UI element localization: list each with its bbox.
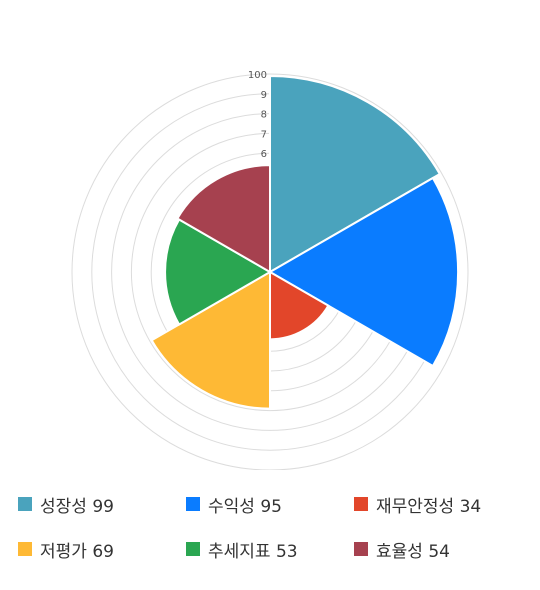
r-tick-label: 7 — [261, 129, 267, 140]
sector-undervalued[interactable] — [150, 270, 271, 410]
chart-legend: 성장성 99 수익성 95 재무안정성 34 저평가 69 추세지표 53 효율… — [0, 480, 540, 590]
polar-chart: 100 9 8 7 6 — [71, 70, 469, 470]
legend-label-stability: 재무안정성 34 — [376, 496, 482, 517]
legend-swatch-stability — [354, 497, 368, 511]
legend-swatch-profitability — [186, 497, 200, 511]
grid-ring — [71, 73, 469, 470]
legend-item-undervalued[interactable]: 저평가 69 — [18, 537, 114, 562]
legend-label-undervalued: 저평가 69 — [40, 541, 114, 562]
sector-trend[interactable] — [164, 218, 272, 326]
r-tick-label: 9 — [261, 90, 267, 101]
legend-item-growth[interactable]: 성장성 99 — [18, 492, 114, 517]
legend-swatch-efficiency — [354, 542, 368, 556]
legend-label-growth: 성장성 99 — [40, 496, 114, 517]
legend-label-trend: 추세지표 53 — [208, 541, 298, 562]
legend-swatch-growth — [18, 497, 32, 511]
legend-item-trend[interactable]: 추세지표 53 — [186, 537, 298, 562]
legend-item-stability[interactable]: 재무안정성 34 — [354, 492, 482, 517]
sector-profitability[interactable] — [267, 176, 460, 368]
polar-chart-svg: 100 9 8 7 6 — [71, 70, 469, 470]
sector-growth[interactable] — [269, 74, 442, 274]
r-tick-label: 8 — [261, 110, 267, 121]
legend-label-profitability: 수익성 95 — [208, 496, 282, 517]
legend-item-efficiency[interactable]: 효율성 54 — [354, 537, 450, 562]
legend-item-profitability[interactable]: 수익성 95 — [186, 492, 282, 517]
r-tick-label: 100 — [248, 70, 267, 81]
sector-stability[interactable] — [269, 270, 330, 341]
legend-swatch-trend — [186, 542, 200, 556]
r-tick-label: 6 — [261, 149, 267, 160]
legend-swatch-undervalued — [18, 542, 32, 556]
legend-label-efficiency: 효율성 54 — [376, 541, 450, 562]
sector-efficiency[interactable] — [176, 164, 271, 274]
